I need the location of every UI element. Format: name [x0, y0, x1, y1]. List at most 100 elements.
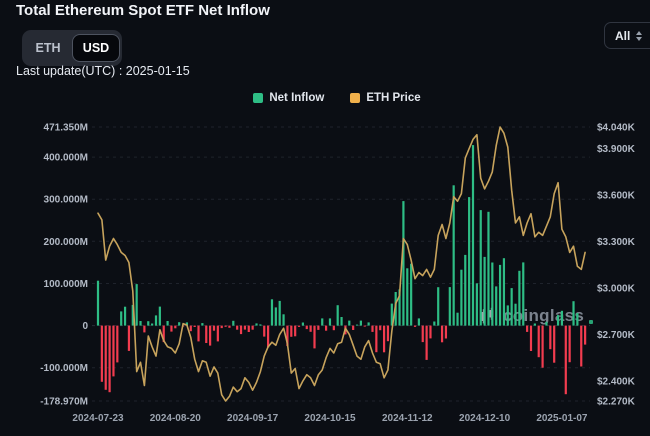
net-inflow-bar — [135, 284, 138, 326]
net-inflow-bar — [209, 325, 212, 346]
net-inflow-bar — [495, 286, 498, 326]
net-inflow-bar — [104, 325, 107, 390]
net-inflow-bar — [379, 325, 382, 331]
net-inflow-bar — [402, 201, 405, 326]
net-inflow-bar — [297, 325, 301, 327]
net-inflow-bar — [491, 262, 494, 326]
net-inflow-bar — [197, 325, 200, 342]
x-axis-label: 2024-10-15 — [304, 413, 356, 424]
net-inflow-bar — [560, 310, 564, 326]
net-inflow-bar — [363, 325, 366, 327]
net-inflow-bar — [444, 325, 448, 339]
net-inflow-bar — [433, 321, 436, 326]
net-inflow-bar — [112, 325, 115, 377]
net-inflow-bar — [440, 325, 444, 343]
net-inflow-bar — [305, 325, 308, 330]
net-inflow-bar — [371, 325, 374, 332]
net-inflow-bar — [549, 325, 552, 350]
net-inflow-bar — [228, 325, 231, 328]
net-inflow-bar — [178, 322, 181, 326]
net-inflow-bar — [518, 270, 521, 326]
net-inflow-bar — [247, 325, 250, 332]
net-inflow-bar — [151, 323, 154, 326]
net-inflow-bar — [313, 325, 316, 349]
net-inflow-bar — [162, 325, 165, 343]
y-axis-right-label: $3.900K — [597, 144, 636, 155]
currency-toggle-usd[interactable]: USD — [72, 34, 120, 62]
net-inflow-bar — [506, 305, 509, 326]
net-inflow-bar — [460, 269, 463, 326]
net-inflow-bar — [143, 325, 146, 333]
net-inflow-bar — [456, 312, 459, 326]
net-inflow-bar — [375, 325, 378, 353]
legend-item-eth-price[interactable]: ETH Price — [350, 92, 421, 104]
x-axis-label: 2024-11-12 — [382, 413, 433, 424]
y-axis-right-label: $3.300K — [597, 237, 636, 248]
net-inflow-bar — [251, 325, 254, 330]
net-inflow-bar — [267, 325, 270, 348]
net-inflow-bar — [131, 304, 134, 326]
currency-toggle-eth[interactable]: ETH — [35, 41, 61, 55]
net-inflow-bar — [576, 313, 579, 326]
eth-price-swatch — [350, 93, 361, 103]
watermark-dot — [589, 320, 594, 324]
net-inflow-bar — [522, 262, 525, 326]
net-inflow-bar — [270, 299, 274, 326]
chart-legend: Net Inflow ETH Price — [0, 92, 650, 104]
net-inflow-bar — [580, 325, 583, 367]
net-inflow-bar — [572, 301, 575, 326]
x-axis-label: 2025-01-07 — [536, 413, 588, 424]
net-inflow-bar — [417, 318, 420, 326]
net-inflow-bar — [154, 315, 158, 326]
net-inflow-bar — [278, 300, 281, 326]
x-axis-label: 2024-08-20 — [150, 413, 202, 424]
net-inflow-bar — [255, 323, 258, 326]
net-inflow-bar — [545, 321, 548, 326]
net-inflow-bar — [332, 325, 335, 331]
net-inflow-bar — [568, 325, 571, 363]
y-axis-left-label: 471.350M — [44, 123, 88, 134]
chevron-updown-icon — [636, 30, 643, 41]
net-inflow-bar — [464, 254, 467, 326]
net-inflow-bar — [205, 325, 208, 343]
x-axis-label: 2024-07-23 — [72, 413, 124, 424]
net-inflow-bar — [224, 325, 227, 327]
net-inflow-bar — [108, 325, 111, 393]
net-inflow-bar — [410, 263, 413, 326]
net-inflow-bar — [170, 325, 173, 332]
net-inflow-bar — [340, 317, 343, 326]
currency-toggle: ETH USD — [22, 30, 122, 66]
y-axis-left-label: -100.000M — [40, 363, 88, 374]
net-inflow-bar — [421, 325, 424, 343]
net-inflow-bar — [324, 325, 328, 331]
net-inflow-bar — [290, 325, 293, 337]
net-inflow-bar — [437, 287, 440, 326]
net-inflow-bar — [348, 320, 351, 326]
net-inflow-bar — [294, 325, 297, 337]
net-inflow-bar — [321, 318, 324, 326]
y-axis-right-label: $2.270K — [597, 397, 636, 408]
legend-item-net-inflow[interactable]: Net Inflow — [253, 92, 324, 104]
net-inflow-bar — [367, 322, 370, 326]
net-inflow-bar — [359, 320, 362, 326]
net-inflow-bar — [193, 325, 196, 327]
net-inflow-bar — [201, 323, 204, 326]
net-inflow-bar — [398, 289, 401, 326]
net-inflow-swatch — [253, 93, 264, 103]
net-inflow-bar — [236, 325, 239, 330]
net-inflow-bar — [468, 197, 471, 326]
net-inflow-bar — [514, 303, 517, 326]
last-update-label: Last update(UTC) : 2025-01-15 — [16, 64, 190, 78]
net-inflow-bar — [386, 325, 390, 342]
page-title: Total Ethereum Spot ETF Net Inflow — [16, 2, 270, 19]
y-axis-left-label: 200.000M — [44, 237, 88, 248]
net-inflow-bar — [584, 325, 587, 345]
net-inflow-bar — [479, 210, 482, 326]
legend-label: Net Inflow — [269, 92, 325, 104]
range-select[interactable]: All — [604, 22, 650, 49]
net-inflow-bar — [232, 320, 235, 326]
net-inflow-bar — [282, 314, 285, 326]
net-inflow-bar — [212, 325, 216, 331]
net-inflow-bar — [96, 280, 100, 326]
